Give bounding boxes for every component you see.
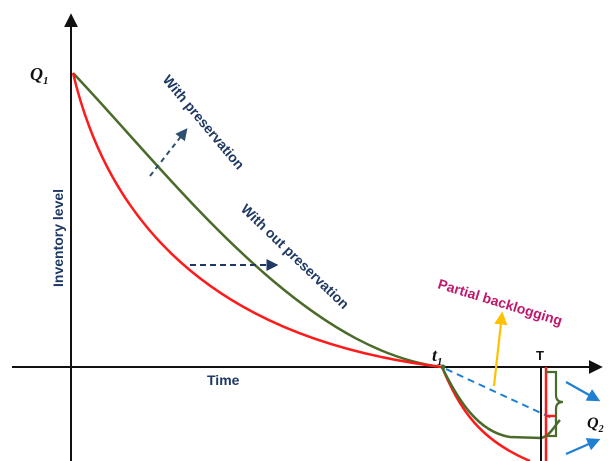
x-axis-label: Time <box>207 372 240 388</box>
q2-label: Q2 <box>587 415 604 435</box>
T-label: T <box>536 348 544 363</box>
with-preservation-arrow <box>149 128 188 177</box>
without-preservation-label: With out preservation <box>238 201 353 312</box>
backlog-green-curve <box>440 366 542 440</box>
with-preservation-curve <box>72 72 443 369</box>
without-preservation-curve <box>71 72 443 369</box>
t1-point <box>440 364 446 370</box>
backlog-dashed-line <box>445 368 557 421</box>
t1-label: t1 <box>432 345 443 368</box>
q2-arrow-upper <box>565 381 601 402</box>
backlog-red-curve <box>440 366 531 461</box>
y-axis-label: Inventory level <box>50 189 66 287</box>
partial-backlogging-arrow <box>492 311 508 387</box>
q1-label: Q1 <box>30 64 49 87</box>
with-preservation-label: With preservation <box>160 72 248 173</box>
q2-arrow-lower <box>565 438 601 456</box>
green-brace <box>546 370 564 438</box>
backlog-green-curve-end <box>540 419 561 440</box>
